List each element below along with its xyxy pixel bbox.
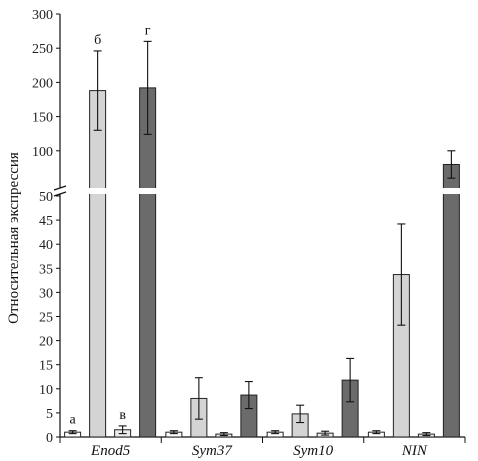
significance-label: в [119,408,126,423]
bar [139,87,157,438]
y-tick-label: 40 [39,238,53,253]
bar [89,90,107,438]
y-tick-label: 200 [32,76,53,91]
y-tick-label: 45 [39,214,53,229]
significance-label: г [145,23,151,38]
significance-label: а [70,413,77,428]
y-tick-label: 150 [32,111,53,126]
y-tick-label: 50 [39,190,53,205]
y-tick-label: 15 [39,359,53,374]
y-tick-label: 5 [46,407,53,422]
y-axis-title: Относительная экспрессия [6,152,22,324]
y-tick-label: 250 [32,42,53,57]
y-tick-label: 20 [39,335,53,350]
bar [442,163,460,438]
x-category-label: Sym37 [192,443,233,459]
y-tick-label: 100 [32,145,53,160]
y-tick-label: 30 [39,286,53,301]
y-tick-label: 300 [32,8,53,23]
x-category-label: NIN [401,443,428,459]
x-category-label: Enod5 [90,443,131,459]
y-tick-label: 10 [39,383,53,398]
y-tick-label: 0 [46,431,53,446]
axis-break-mark [53,185,67,191]
axis-break-gap [54,188,465,194]
y-tick-label: 25 [39,311,53,326]
x-category-label: Sym10 [293,443,333,459]
y-tick-label: 35 [39,262,53,277]
significance-label: б [94,33,101,48]
axis-break-mark [53,191,67,197]
